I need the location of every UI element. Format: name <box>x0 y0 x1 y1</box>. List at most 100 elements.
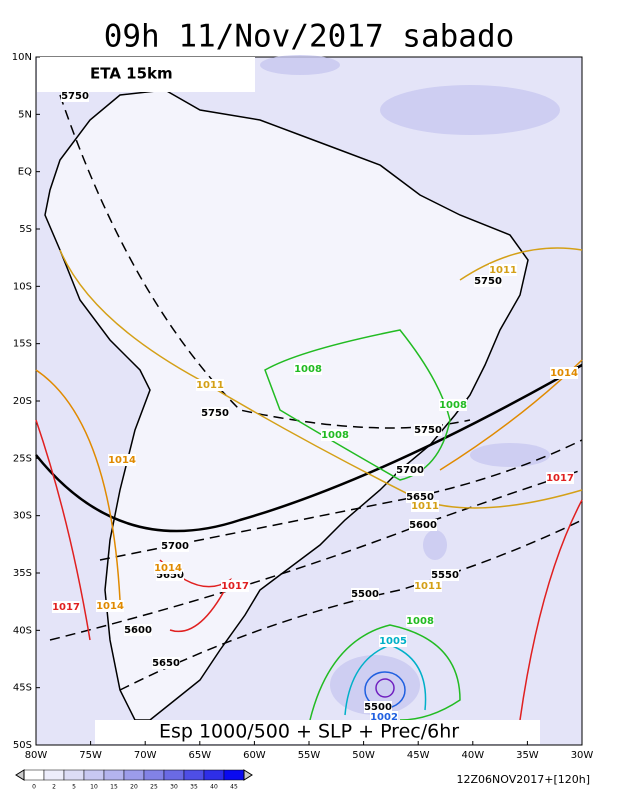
contour-label: 1011 <box>196 380 224 391</box>
contour-labels: 5750 5750 5750 5750 5700 5700 5650 5650 5650 5600… <box>52 90 578 723</box>
contour-label-bg <box>431 569 459 581</box>
contour-1008-low <box>309 624 461 721</box>
lat-label: 15S <box>13 339 32 350</box>
contour-5750 <box>59 94 471 429</box>
contour-label: 1017 <box>52 602 80 613</box>
colorbar-arrow <box>15 769 25 781</box>
precip <box>330 655 420 715</box>
contour-label: 1011 <box>489 265 517 276</box>
lat-label: EQ <box>18 167 32 178</box>
contour-label: 5750 <box>474 276 502 287</box>
contour-label-bg <box>152 657 180 669</box>
lon-label: 60W <box>243 750 266 761</box>
lon-label: 35W <box>516 750 539 761</box>
contour-5700 <box>35 363 583 533</box>
caption: Esp 1000/500 + SLP + Prec/6hr <box>159 721 459 743</box>
contour-label-bg <box>124 624 152 636</box>
colorbar-cell <box>43 769 65 781</box>
contour-label-bg <box>489 264 517 276</box>
contour-label: 1017 <box>546 473 574 484</box>
colorbar-cell <box>223 769 245 781</box>
contour-label-bg <box>364 701 392 713</box>
colorbar-label: 0 <box>32 784 36 791</box>
contour-label: 1002 <box>370 712 398 723</box>
contour-label: 5600 <box>124 625 152 636</box>
contour-label: 1014 <box>96 601 124 612</box>
contour-label: 5600 <box>409 520 437 531</box>
colorbar-cell <box>103 769 125 781</box>
lat-label: 20S <box>13 396 32 407</box>
lon-label: 65W <box>188 750 211 761</box>
contour-1011 <box>59 247 583 509</box>
contour-label: 5700 <box>161 541 189 552</box>
caption-box <box>95 720 540 744</box>
contour-label-bg <box>351 588 379 600</box>
contour-label: 5750 <box>414 425 442 436</box>
model-box <box>37 57 255 92</box>
contour-label: 5650 <box>156 570 184 581</box>
lat-label: 45S <box>13 683 32 694</box>
contour-5600 <box>49 469 583 641</box>
contour-label: 1008 <box>439 400 467 411</box>
contour-label-bg <box>379 635 407 647</box>
contour-label: 1017 <box>221 581 249 592</box>
colorbar-label: 10 <box>90 784 98 791</box>
lat-label: 50S <box>13 740 32 751</box>
contour-label: 5750 <box>201 408 229 419</box>
colorbar-label: 35 <box>190 784 198 791</box>
contour-label-bg <box>294 363 322 375</box>
contour-label-bg <box>161 540 189 552</box>
contour-label: 5700 <box>396 465 424 476</box>
contour-label: 1005 <box>379 636 407 647</box>
contour-label-bg <box>52 601 80 613</box>
contour-label: 1008 <box>406 616 434 627</box>
contour-label-bg <box>414 424 442 436</box>
lon-label: 45W <box>407 750 430 761</box>
precip <box>380 85 560 135</box>
colorbar-label: 20 <box>130 784 138 791</box>
contour-label-bg <box>546 472 574 484</box>
contour-label-bg <box>409 519 437 531</box>
contour-label: 1008 <box>321 430 349 441</box>
contour-label: 1014 <box>550 368 578 379</box>
lon-label: 75W <box>79 750 102 761</box>
lat-label: 10S <box>13 281 32 292</box>
precip <box>470 443 550 467</box>
colorbar-label: 25 <box>150 784 158 791</box>
lat-label: 25S <box>13 453 32 464</box>
model-label: ETA 15km <box>90 65 173 83</box>
colorbar-cell <box>83 769 105 781</box>
colorbar-label: 30 <box>170 784 178 791</box>
contour-label-bg <box>411 500 439 512</box>
colorbar-cell <box>163 769 185 781</box>
contour-label-bg <box>154 562 182 574</box>
colorbar-label: 2 <box>52 784 56 791</box>
colorbar-cell <box>183 769 205 781</box>
colorbar-arrow <box>243 769 253 781</box>
contour-label-bg <box>414 580 442 592</box>
contour-label-bg <box>96 600 124 612</box>
colorbar: 0 2 5 10 15 20 25 30 35 40 45 <box>15 769 253 791</box>
precip <box>423 530 447 560</box>
contour-label-bg <box>321 429 349 441</box>
lat-label: 5S <box>19 224 32 235</box>
lat-label: 10N <box>12 52 32 63</box>
contour-label-bg <box>196 379 224 391</box>
contour-label-bg <box>201 407 229 419</box>
contour-1008 <box>264 329 451 481</box>
contour-label-bg <box>108 454 136 466</box>
contour-label-bg <box>221 580 249 592</box>
lat-label: 5N <box>18 109 32 120</box>
lat-label: 40S <box>13 625 32 636</box>
lon-label: 55W <box>298 750 321 761</box>
colorbar-label: 5 <box>72 784 76 791</box>
lon-label: 50W <box>352 750 375 761</box>
title: 09h 11/Nov/2017 sabado <box>104 19 515 55</box>
contour-label: 5500 <box>351 589 379 600</box>
contour-label-bg <box>406 615 434 627</box>
colorbar-label: 40 <box>210 784 218 791</box>
precip <box>260 55 340 75</box>
contour-label-bg <box>550 367 578 379</box>
contour-label: 5500 <box>364 702 392 713</box>
